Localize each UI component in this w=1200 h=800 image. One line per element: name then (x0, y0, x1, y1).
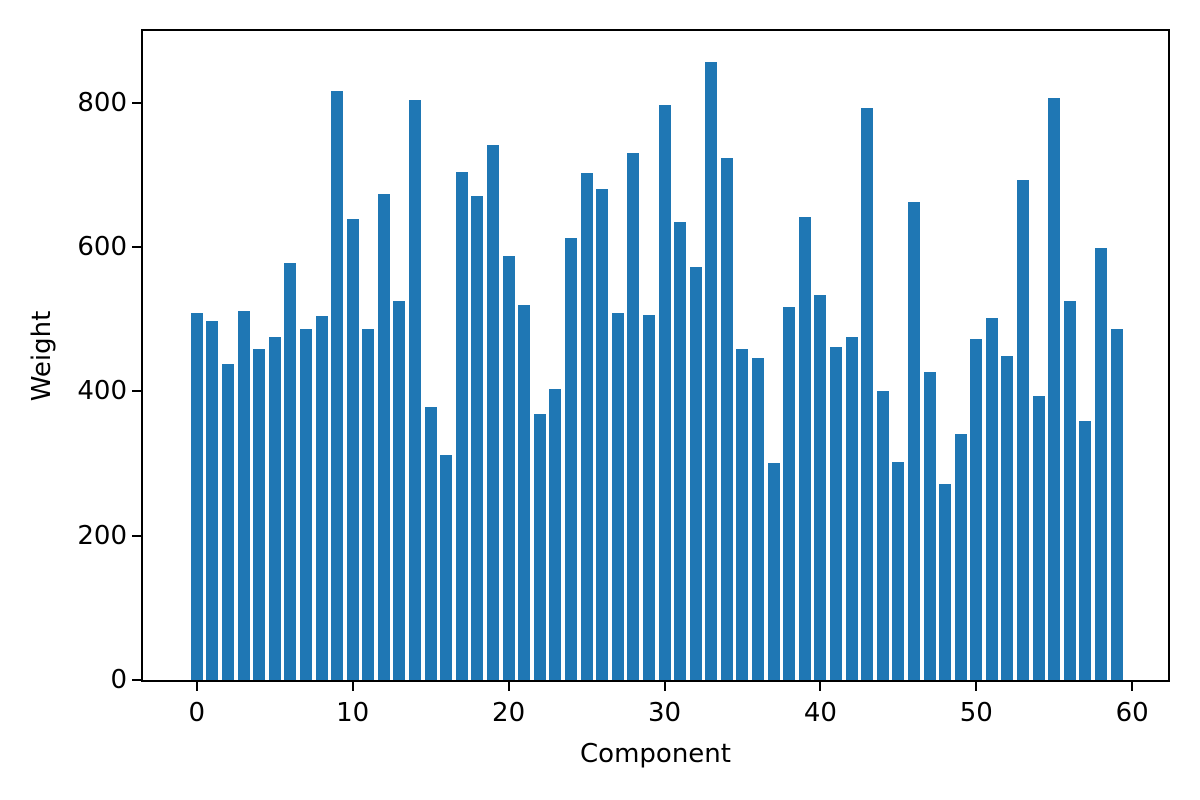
bar (284, 262, 297, 680)
bar (487, 144, 499, 680)
bar (206, 321, 219, 680)
bar (954, 433, 967, 680)
bar (674, 221, 687, 680)
bar (892, 462, 905, 680)
x-tick-mark (195, 682, 198, 691)
x-tick-label: 30 (647, 698, 682, 728)
bar (409, 99, 422, 680)
bar (315, 315, 328, 680)
x-tick-mark (1131, 682, 1134, 691)
bar (346, 218, 359, 680)
bar (689, 266, 702, 680)
y-tick-label: 400 (77, 376, 127, 407)
bar (221, 363, 234, 680)
x-axis-label: Component (580, 739, 731, 769)
bar (939, 483, 952, 680)
bar (642, 314, 655, 680)
bar (923, 371, 936, 680)
bar (393, 301, 406, 680)
bar (861, 108, 874, 680)
y-tick-mark (132, 101, 141, 104)
x-tick-label: 20 (492, 698, 526, 728)
bar (1048, 97, 1061, 680)
bar (1063, 301, 1076, 680)
x-tick-mark (975, 682, 978, 691)
bar (362, 329, 375, 680)
bar (253, 348, 266, 680)
bar (720, 157, 733, 680)
x-tick-label: 40 (803, 698, 837, 728)
bar (518, 305, 531, 680)
bar (1110, 329, 1123, 680)
x-tick-mark (507, 682, 510, 691)
x-tick-label: 0 (188, 698, 206, 728)
bar (1017, 179, 1030, 680)
bar (580, 173, 593, 680)
x-tick-label: 50 (959, 698, 993, 728)
bar (627, 152, 640, 680)
bar (736, 348, 749, 680)
bar (845, 337, 858, 680)
bar (970, 339, 983, 680)
bar (907, 201, 920, 680)
x-tick-mark (819, 682, 822, 691)
y-tick-mark (132, 390, 141, 393)
bar (814, 295, 827, 680)
bar (985, 318, 998, 680)
bar (876, 390, 889, 680)
bar (1001, 356, 1014, 680)
x-tick-label: 10 (336, 698, 370, 728)
bar (829, 347, 842, 680)
bar (1032, 395, 1045, 680)
bar (798, 216, 811, 680)
y-tick-label: 200 (77, 520, 127, 551)
bar (752, 358, 765, 680)
bar (190, 313, 203, 680)
bar (564, 238, 577, 680)
bar (377, 194, 390, 680)
bar (658, 104, 671, 680)
bar (767, 462, 780, 680)
bar (1095, 248, 1108, 680)
bar (331, 91, 344, 680)
y-tick-mark (132, 679, 141, 681)
bar (237, 311, 250, 680)
bar (424, 407, 437, 680)
bar (471, 195, 484, 680)
y-tick-mark (132, 534, 141, 537)
y-tick-mark (132, 246, 141, 249)
bar (783, 306, 796, 680)
x-tick-mark (663, 682, 666, 691)
y-axis-label: Weight (27, 310, 57, 402)
bar (549, 389, 562, 680)
bar (705, 61, 718, 680)
x-tick-mark (351, 682, 354, 691)
bar (268, 337, 281, 680)
bar (455, 171, 468, 680)
bar (299, 329, 312, 680)
bar (611, 313, 624, 680)
bar (440, 454, 453, 680)
bar (502, 255, 515, 680)
y-tick-label: 600 (77, 232, 127, 263)
y-tick-label: 800 (77, 87, 127, 118)
bar (1079, 420, 1092, 680)
x-tick-label: 60 (1115, 698, 1149, 728)
y-tick-label: 0 (110, 665, 127, 695)
bar (596, 189, 609, 680)
bar (533, 414, 546, 680)
